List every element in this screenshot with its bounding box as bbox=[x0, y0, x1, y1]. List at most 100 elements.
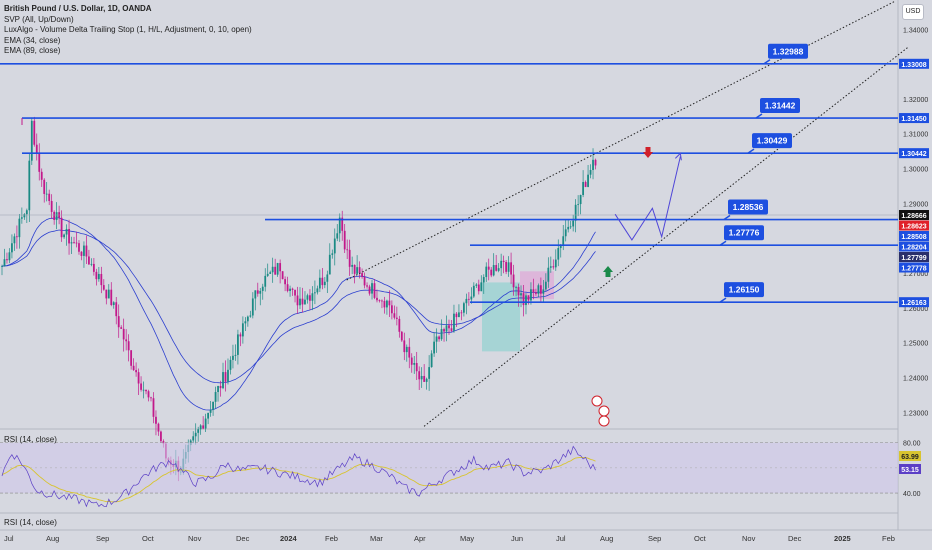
candle-body bbox=[294, 289, 296, 296]
candle-body bbox=[20, 217, 23, 219]
candle-body bbox=[80, 251, 83, 256]
candle-body bbox=[30, 120, 33, 161]
rsi-pane-legend[interactable]: RSI (14, close) bbox=[4, 435, 57, 444]
candle-body bbox=[368, 286, 371, 294]
candle-body bbox=[356, 267, 359, 274]
candle-body bbox=[428, 367, 431, 379]
candle-body bbox=[358, 267, 361, 274]
y-tick-label: 1.27000 bbox=[903, 271, 928, 278]
price-axis-tag bbox=[899, 210, 929, 221]
y-tick-label: 1.26000 bbox=[903, 306, 928, 313]
candle-body bbox=[562, 236, 565, 246]
candle-body bbox=[224, 372, 227, 382]
candle-body bbox=[336, 233, 339, 239]
y-tick-label: 1.24000 bbox=[903, 376, 928, 383]
candle-body bbox=[341, 217, 344, 231]
candle-body bbox=[137, 372, 140, 384]
candle-body bbox=[440, 329, 443, 340]
value-area-box bbox=[482, 282, 520, 352]
candle-body bbox=[150, 397, 152, 399]
x-tick-label: Aug bbox=[600, 534, 613, 543]
candle-body bbox=[554, 259, 557, 268]
indicator-legend: British Pound / U.S. Dollar, 1D, OANDA S… bbox=[4, 4, 252, 57]
legend-luxalgo[interactable]: LuxAlgo - Volume Delta Trailing Stop (1,… bbox=[4, 25, 252, 35]
candle-body bbox=[299, 298, 301, 306]
y-tick-label: 1.25000 bbox=[903, 341, 928, 348]
candle-body bbox=[157, 423, 160, 432]
legend-ema-34[interactable]: EMA (34, close) bbox=[4, 35, 61, 45]
candle-body bbox=[92, 263, 95, 272]
candle-body bbox=[286, 284, 289, 291]
candle-body bbox=[269, 272, 272, 274]
price-axis-tag bbox=[899, 262, 929, 273]
candle-body bbox=[323, 281, 326, 286]
candle-body bbox=[249, 315, 252, 317]
candle-body bbox=[413, 363, 416, 365]
candle-body bbox=[301, 298, 304, 305]
candle-body bbox=[525, 295, 527, 306]
rsi-ma-line bbox=[1, 456, 596, 503]
candle-body bbox=[552, 266, 555, 268]
candle-body bbox=[497, 268, 500, 271]
candle-body bbox=[490, 269, 493, 276]
candle-body bbox=[110, 289, 113, 305]
candle-body bbox=[107, 289, 110, 299]
price-axis-tag bbox=[899, 58, 929, 69]
currency-button[interactable]: USD bbox=[902, 4, 924, 20]
candle-body bbox=[470, 296, 473, 300]
price-axis-tag-label: 1.27778 bbox=[901, 266, 926, 273]
candle-body bbox=[204, 418, 207, 429]
candle-body bbox=[246, 316, 249, 322]
legend-ema-89[interactable]: EMA (89, close) bbox=[4, 46, 61, 56]
candle-body bbox=[219, 385, 222, 389]
candle-body bbox=[530, 289, 532, 301]
x-tick-label: Jul bbox=[556, 534, 566, 543]
candle-body bbox=[423, 375, 426, 382]
candle-body bbox=[155, 416, 157, 424]
legend-svp[interactable]: SVP (All, Up/Down) bbox=[4, 14, 74, 24]
x-tick-label: Sep bbox=[648, 534, 661, 543]
candle-body bbox=[328, 254, 331, 275]
rsi-value-tag-label: 53.15 bbox=[901, 467, 919, 474]
callout-pointer bbox=[755, 113, 763, 119]
candle-body bbox=[199, 425, 202, 430]
candle-body bbox=[50, 200, 53, 212]
price-axis-tag-label: 1.27799 bbox=[901, 255, 926, 262]
rsi-pane-2-legend[interactable]: RSI (14, close) bbox=[4, 518, 57, 527]
candle-body bbox=[115, 302, 118, 317]
candle-body bbox=[353, 264, 356, 274]
symbol-title[interactable]: British Pound / U.S. Dollar, 1D, OANDA bbox=[4, 4, 152, 13]
candle-body bbox=[557, 248, 560, 260]
candle-body bbox=[567, 226, 570, 230]
candle-body bbox=[160, 431, 162, 442]
candle-body bbox=[251, 298, 254, 316]
candle-body bbox=[594, 159, 597, 166]
candle-body bbox=[318, 277, 321, 289]
candle-body bbox=[482, 277, 485, 283]
candle-body bbox=[537, 285, 540, 294]
level-callout-label: 1.31442 bbox=[765, 101, 796, 111]
candle-body bbox=[135, 370, 137, 373]
candle-body bbox=[85, 245, 88, 257]
candle-body bbox=[408, 346, 411, 358]
x-tick-label: Feb bbox=[882, 534, 895, 543]
price-pane bbox=[0, 0, 932, 428]
candle-body bbox=[527, 295, 530, 301]
rsi-pane-2 bbox=[0, 512, 932, 530]
projection-path bbox=[614, 156, 681, 241]
candle-body bbox=[453, 313, 455, 331]
candle-body bbox=[467, 298, 470, 300]
price-axis-tag-label: 1.28623 bbox=[901, 224, 926, 231]
candle-body bbox=[438, 336, 440, 340]
candle-body bbox=[43, 179, 46, 194]
flag-event-icon bbox=[598, 415, 610, 427]
candle-body bbox=[207, 412, 210, 419]
candle-body bbox=[577, 204, 580, 205]
candle-body bbox=[11, 243, 13, 253]
candle-body bbox=[194, 432, 197, 437]
candle-body bbox=[70, 242, 73, 244]
candle-body bbox=[125, 339, 128, 342]
candle-body bbox=[405, 346, 408, 353]
level-callout-label: 1.27776 bbox=[729, 228, 760, 238]
